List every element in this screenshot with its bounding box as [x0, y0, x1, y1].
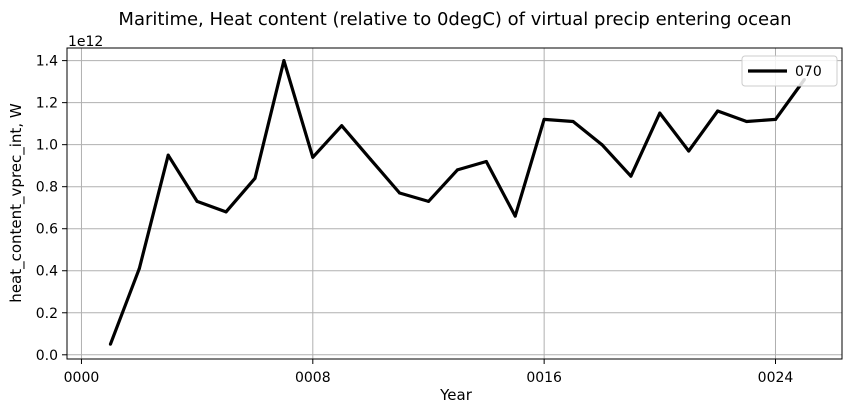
data-point: [398, 191, 402, 195]
data-point: [745, 120, 749, 124]
tick-labels: 0000 0008 0016 0024 0.0 0.2 0.4 0.6 0.8 1.0 1.2 1.4: [36, 54, 794, 386]
data-point: [137, 267, 141, 271]
data-point: [658, 111, 662, 115]
y-axis-label: heat_content_vprec_int, W: [7, 103, 26, 303]
data-point: [426, 199, 430, 203]
series-line-070: [108, 58, 806, 345]
y-tick-label: 0.8: [36, 180, 58, 196]
axes: [62, 47, 843, 364]
data-point: [542, 117, 546, 121]
data-point: [224, 210, 228, 214]
y-tick-label: 0.6: [36, 222, 58, 238]
plot-frame: [66, 47, 843, 360]
y-tick-label: 1.2: [36, 96, 58, 112]
y-tick-label: 1.0: [36, 138, 58, 154]
x-tick-label: 0000: [64, 370, 100, 386]
x-tick-label: 0024: [758, 370, 794, 386]
y-tick-label: 0.2: [36, 306, 58, 322]
x-tick-label: 0016: [526, 370, 562, 386]
chart-title: Maritime, Heat content (relative to 0deg…: [118, 9, 791, 30]
data-point: [687, 149, 691, 153]
data-point: [773, 117, 777, 121]
data-point: [282, 59, 286, 63]
legend-frame: [741, 55, 838, 87]
data-point: [629, 174, 633, 178]
y-tick-label: 0.4: [36, 264, 58, 280]
data-point: [571, 120, 575, 124]
data-point: [253, 176, 257, 180]
data-point: [311, 155, 315, 159]
y-axis-offset-label: 1e12: [68, 34, 103, 50]
data-point: [166, 153, 170, 157]
x-axis-label: Year: [439, 386, 473, 404]
data-point: [600, 143, 604, 147]
data-point: [340, 124, 344, 128]
x-tick-label: 0008: [295, 370, 331, 386]
data-point: [716, 109, 720, 113]
data-point: [455, 168, 459, 172]
y-tick-label: 1.4: [36, 54, 58, 70]
data-point: [369, 157, 373, 161]
y-tick-label: 0.0: [36, 348, 58, 364]
data-point: [513, 214, 517, 218]
data-point: [484, 159, 488, 163]
legend: 070: [741, 55, 838, 87]
legend-entry-070: 070: [795, 64, 822, 80]
data-point: [195, 199, 199, 203]
grid-lines: [67, 48, 842, 359]
data-point: [108, 342, 112, 346]
series-layer: [108, 58, 806, 346]
